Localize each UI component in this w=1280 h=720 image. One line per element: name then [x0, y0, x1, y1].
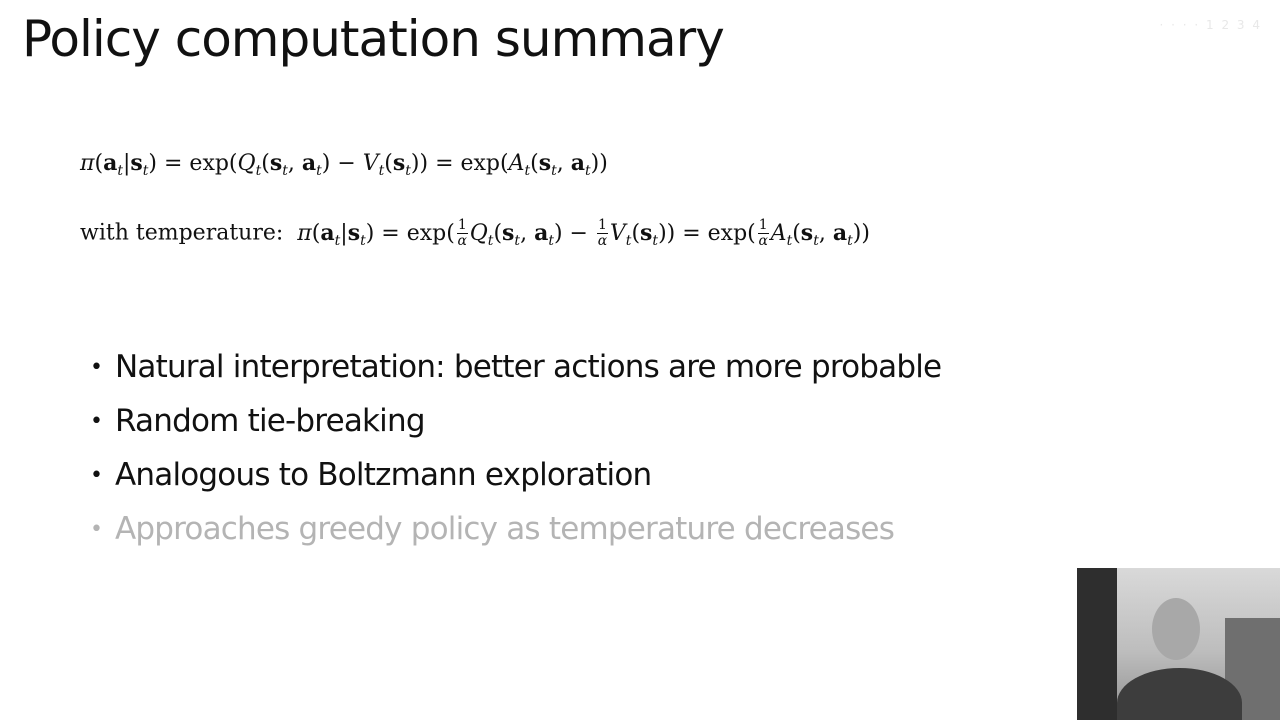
bullet-text: Random tie-breaking — [115, 403, 426, 439]
bullet-glyph: • — [90, 409, 103, 434]
bullet-text: Natural interpretation: better actions a… — [115, 349, 942, 385]
bullet-text: Analogous to Boltzmann exploration — [115, 457, 652, 493]
bullet-item: • Natural interpretation: better actions … — [90, 344, 942, 398]
presenter-body — [1117, 668, 1242, 720]
policy-equation: π(at|st) = exp(Qt(st, at) − Vt(st)) = ex… — [80, 150, 608, 179]
temperature-policy-equation: with temperature: π(at|st) = exp(1 α Qt(st… — [80, 218, 870, 249]
bullet-glyph: • — [90, 355, 103, 380]
bullet-text: Approaches greedy policy as temperature … — [115, 511, 895, 547]
presenter-head — [1152, 598, 1200, 660]
equation-prefix: with temperature: — [80, 220, 284, 246]
bullet-item: • Random tie-breaking — [90, 398, 941, 452]
bullet-glyph: • — [90, 517, 103, 542]
bullet-list: • Natural interpretation: better actions … — [90, 344, 942, 560]
slide-number-watermark: · · · · 1 2 3 4 — [1159, 18, 1262, 32]
slide-title: Policy computation summary — [22, 10, 725, 68]
bullet-glyph: • — [90, 463, 103, 488]
bullet-item-dimmed: • Approaches greedy policy as temperature… — [90, 506, 941, 560]
webcam-background-dark — [1077, 568, 1117, 720]
equation-body: π(at|st) = exp(Qt(st, at) − Vt(st)) = ex… — [80, 150, 608, 179]
presenter-webcam-video — [1077, 568, 1280, 720]
equation-body: π(at|st) = exp(1 α Qt(st, at) − 1 α Vt(st)) … — [297, 217, 870, 249]
bullet-item: • Analogous to Boltzmann exploration — [90, 452, 941, 506]
